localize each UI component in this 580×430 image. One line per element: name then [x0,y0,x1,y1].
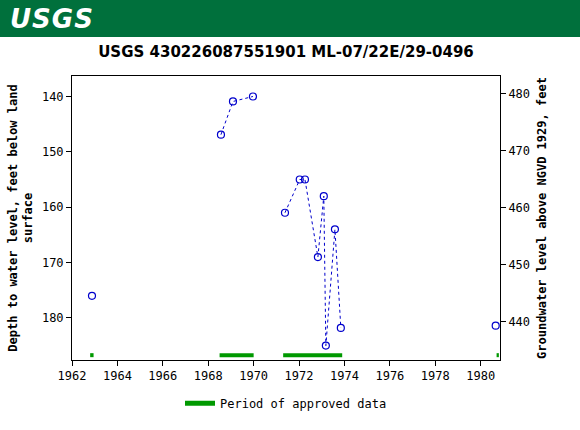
svg-text:480: 480 [508,87,530,101]
svg-text:1966: 1966 [148,369,177,383]
svg-text:1978: 1978 [421,369,450,383]
svg-text:Depth to water level, feet bel: Depth to water level, feet below landsur… [6,84,36,351]
svg-text:170: 170 [42,256,64,270]
svg-text:470: 470 [508,144,530,158]
svg-text:1972: 1972 [285,369,314,383]
svg-text:450: 450 [508,258,530,272]
svg-text:460: 460 [508,201,530,215]
svg-text:150: 150 [42,145,64,159]
svg-text:1964: 1964 [103,369,132,383]
svg-text:Groundwater level above NGVD 1: Groundwater level above NGVD 1929, feet [535,77,549,359]
svg-text:1962: 1962 [58,369,87,383]
svg-text:1970: 1970 [239,369,268,383]
svg-text:1974: 1974 [330,369,359,383]
svg-text:160: 160 [42,200,64,214]
svg-text:Period of approved data: Period of approved data [220,397,386,411]
svg-text:180: 180 [42,311,64,325]
svg-text:1976: 1976 [375,369,404,383]
svg-text:1968: 1968 [194,369,223,383]
svg-text:1980: 1980 [466,369,495,383]
svg-text:440: 440 [508,315,530,329]
html-text:USGS: USGS [10,3,94,34]
svg-text:140: 140 [42,90,64,104]
svg-text:USGS 430226087551901 ML-07/22E: USGS 430226087551901 ML-07/22E/29-0496 [98,43,474,61]
